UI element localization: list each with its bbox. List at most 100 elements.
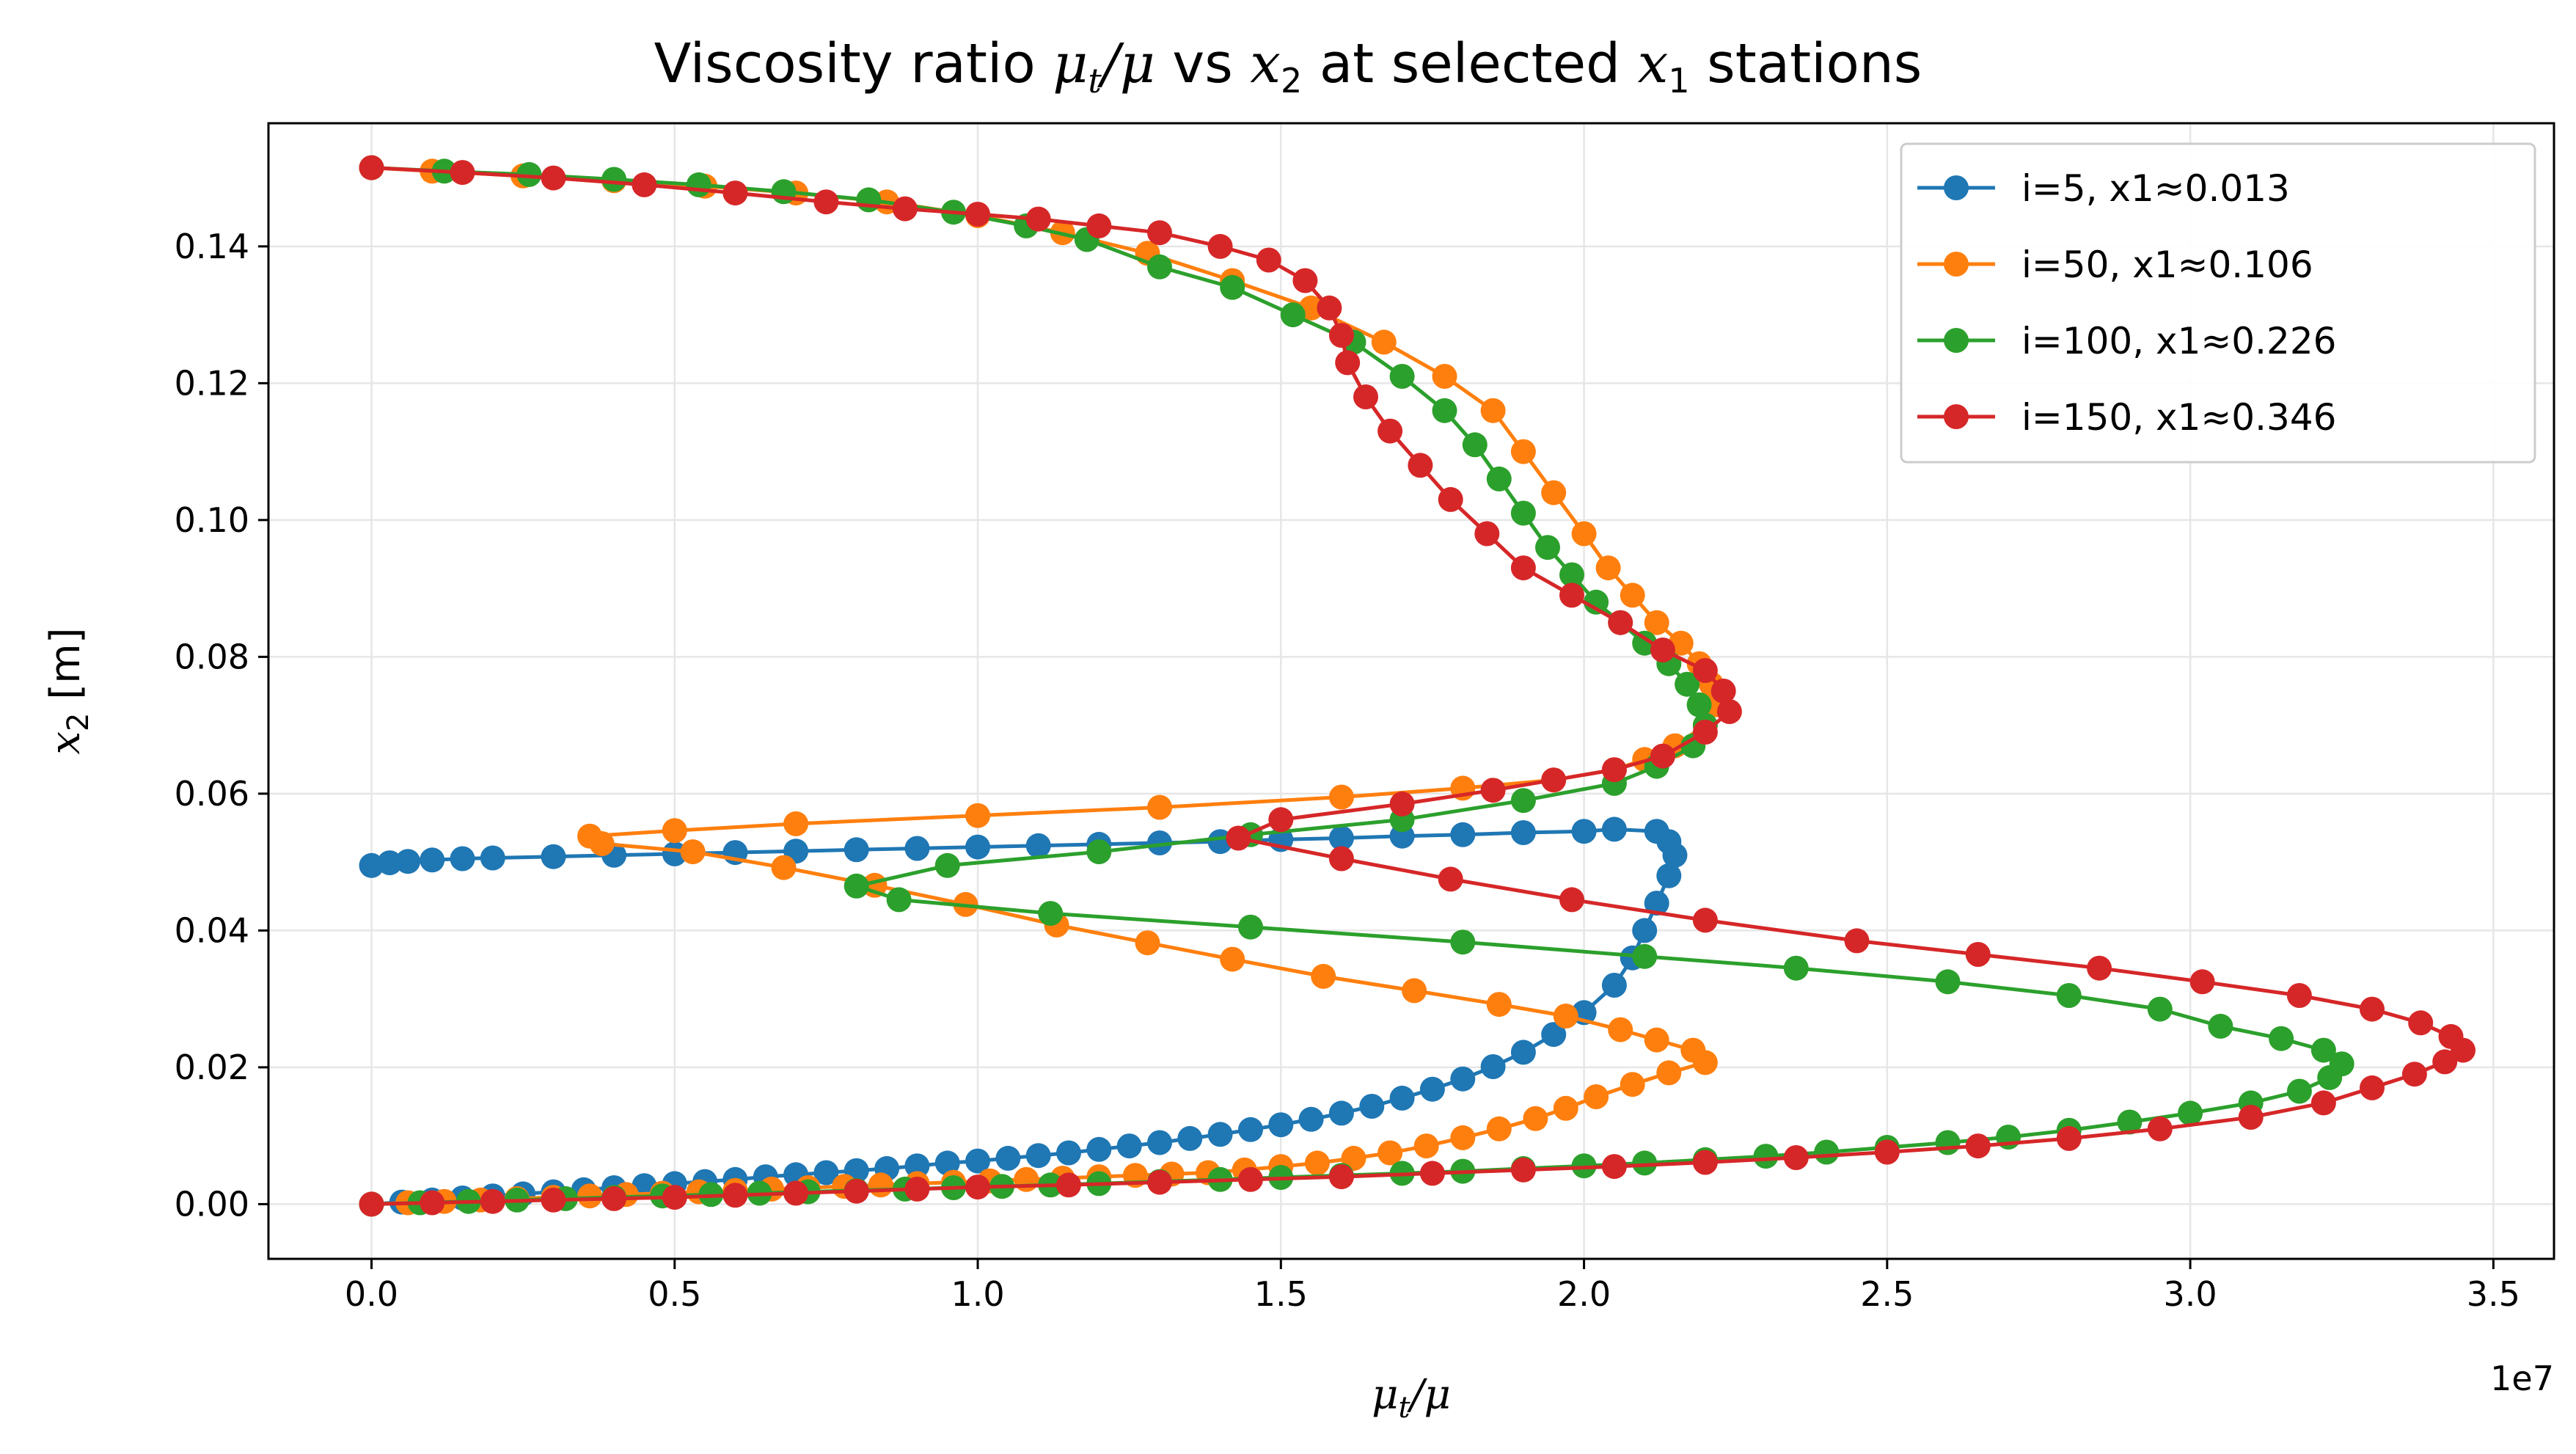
data-point bbox=[2147, 996, 2173, 1022]
data-point bbox=[1783, 1145, 1809, 1170]
data-point bbox=[1814, 1139, 1840, 1165]
data-point bbox=[577, 1183, 603, 1209]
data-point bbox=[1559, 582, 1584, 608]
x-tick-label: 0.5 bbox=[648, 1274, 701, 1314]
data-point bbox=[1238, 1117, 1263, 1142]
data-point bbox=[1328, 846, 1354, 872]
data-point bbox=[1510, 1040, 1536, 1065]
data-point bbox=[1541, 480, 1567, 505]
data-point bbox=[1474, 521, 1500, 547]
data-point bbox=[904, 836, 930, 861]
data-point bbox=[1419, 1161, 1445, 1186]
data-point bbox=[1056, 1140, 1081, 1166]
data-point bbox=[1644, 610, 1669, 635]
data-point bbox=[2286, 1078, 2312, 1104]
data-point bbox=[2117, 1109, 2143, 1135]
legend-label: i=50, x1≈0.106 bbox=[2021, 244, 2313, 286]
data-point bbox=[1328, 1100, 1354, 1126]
data-point bbox=[1644, 819, 1669, 844]
data-point bbox=[1450, 929, 1476, 955]
data-point bbox=[1632, 943, 1658, 969]
data-point bbox=[1935, 969, 1961, 995]
plot-frame bbox=[267, 122, 2555, 1260]
data-point bbox=[420, 1190, 445, 1216]
data-point bbox=[1601, 1154, 1627, 1180]
data-point bbox=[1584, 589, 1609, 615]
data-point bbox=[995, 1145, 1021, 1171]
data-point bbox=[2438, 1023, 2464, 1049]
data-point bbox=[1025, 833, 1051, 858]
data-point bbox=[359, 155, 384, 180]
data-point bbox=[1268, 1112, 1294, 1138]
data-point bbox=[2056, 1125, 2082, 1151]
data-point bbox=[1220, 274, 1245, 300]
data-point bbox=[1571, 819, 1597, 844]
data-point bbox=[844, 837, 869, 863]
data-point bbox=[1608, 610, 1633, 635]
data-point bbox=[1656, 863, 1682, 888]
data-point bbox=[1450, 1125, 1476, 1150]
data-point bbox=[844, 1178, 869, 1204]
data-point bbox=[1553, 1004, 1578, 1029]
data-point bbox=[1716, 699, 1742, 724]
data-point bbox=[1147, 794, 1172, 820]
data-point bbox=[1486, 992, 1512, 1018]
data-point bbox=[1692, 1150, 1718, 1175]
data-point bbox=[1675, 671, 1700, 697]
data-point bbox=[1510, 500, 1536, 526]
data-point bbox=[1595, 555, 1621, 581]
data-point bbox=[1650, 638, 1675, 662]
data-point bbox=[2360, 1075, 2385, 1100]
data-point bbox=[1432, 364, 1457, 389]
data-point bbox=[1377, 418, 1403, 444]
data-point bbox=[1480, 398, 1506, 423]
data-point bbox=[2189, 969, 2215, 995]
data-point bbox=[1389, 791, 1415, 816]
data-point bbox=[1371, 329, 1397, 355]
data-point bbox=[886, 887, 912, 913]
data-point bbox=[965, 803, 990, 828]
data-point bbox=[1692, 907, 1718, 933]
data-point bbox=[892, 196, 918, 222]
data-point bbox=[1353, 384, 1378, 409]
data-point bbox=[1510, 439, 1536, 464]
x-tick-label: 2.5 bbox=[1860, 1274, 1914, 1314]
data-point bbox=[1965, 1133, 1991, 1159]
data-point bbox=[1523, 1106, 1548, 1131]
legend-label: i=100, x1≈0.226 bbox=[2021, 320, 2336, 362]
data-point bbox=[1584, 1084, 1609, 1109]
data-point bbox=[1328, 784, 1354, 810]
data-point bbox=[1086, 1136, 1112, 1162]
legend: i=5, x1≈0.013 i=50, x1≈0.106 i=100, x1≈0.2… bbox=[1900, 142, 2536, 464]
data-point bbox=[601, 1186, 627, 1211]
data-point bbox=[856, 187, 882, 213]
data-point bbox=[844, 873, 869, 899]
data-point bbox=[1510, 820, 1536, 845]
data-point bbox=[813, 189, 839, 215]
data-point bbox=[1438, 866, 1463, 892]
data-point bbox=[395, 849, 421, 874]
axis-ticks: 0.0 0.5 1.0 1.5 2.0 2.5 3.0 3.5 0.00 0.02 0.04 0.06… bbox=[175, 227, 2520, 1314]
data-point bbox=[1238, 1166, 1263, 1192]
data-point bbox=[1450, 1066, 1476, 1092]
y-axis-label: x2 [m] bbox=[42, 627, 95, 754]
data-point bbox=[1389, 1085, 1415, 1111]
data-point bbox=[722, 1183, 748, 1208]
legend-marker bbox=[1944, 252, 1969, 277]
data-point bbox=[1680, 1037, 1706, 1063]
x-tick-label: 3.0 bbox=[2164, 1274, 2217, 1314]
data-point bbox=[450, 160, 475, 186]
y-tick-label: 0.06 bbox=[175, 774, 249, 814]
data-point bbox=[1601, 816, 1627, 842]
data-point bbox=[1650, 743, 1675, 769]
data-point bbox=[722, 180, 748, 206]
x-axis-label: μt/μ bbox=[1372, 1371, 1451, 1425]
data-point bbox=[577, 823, 603, 849]
data-point bbox=[1874, 1139, 1900, 1165]
data-point bbox=[1692, 658, 1718, 683]
y-tick-label: 0.00 bbox=[175, 1184, 249, 1224]
data-point bbox=[1601, 973, 1627, 998]
data-point bbox=[1116, 1133, 1142, 1159]
data-point bbox=[1632, 1150, 1658, 1176]
y-tick-label: 0.02 bbox=[175, 1048, 249, 1087]
